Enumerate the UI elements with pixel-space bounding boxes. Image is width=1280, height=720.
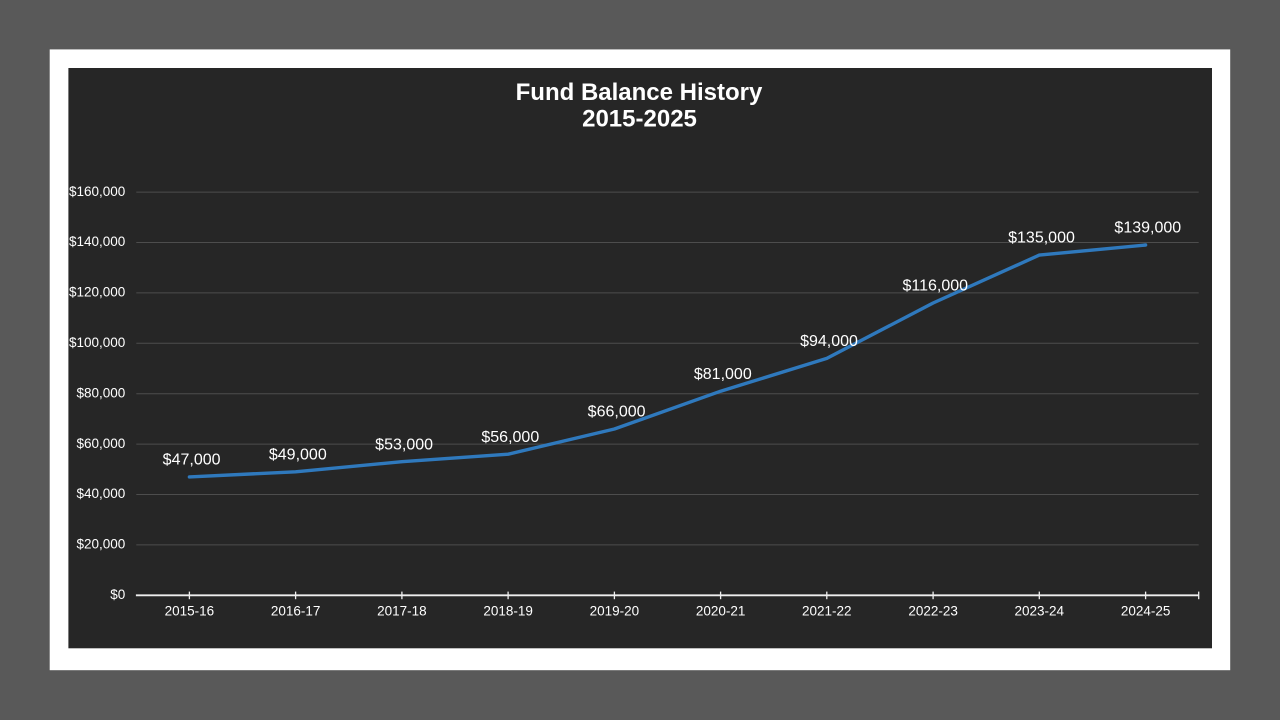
svg-text:2022-23: 2022-23	[908, 604, 958, 619]
svg-text:2016-17: 2016-17	[271, 604, 321, 619]
svg-text:$140,000: $140,000	[69, 234, 125, 249]
svg-text:2017-18: 2017-18	[377, 604, 427, 619]
svg-text:$60,000: $60,000	[76, 436, 125, 451]
svg-text:$0: $0	[110, 587, 125, 602]
svg-text:$81,000: $81,000	[694, 366, 752, 383]
svg-text:2023-24: 2023-24	[1015, 604, 1065, 619]
svg-text:2019-20: 2019-20	[590, 604, 640, 619]
svg-text:$135,000: $135,000	[1008, 230, 1075, 247]
svg-text:$116,000: $116,000	[903, 278, 969, 295]
svg-text:$94,000: $94,000	[800, 333, 858, 350]
svg-text:$66,000: $66,000	[588, 404, 646, 421]
svg-text:2020-21: 2020-21	[696, 604, 746, 619]
svg-text:$47,000: $47,000	[163, 452, 221, 469]
svg-text:2015-16: 2015-16	[165, 604, 215, 619]
svg-text:2018-19: 2018-19	[483, 604, 533, 619]
svg-text:$20,000: $20,000	[76, 537, 125, 552]
svg-text:$49,000: $49,000	[269, 446, 327, 463]
svg-text:$80,000: $80,000	[76, 385, 125, 400]
svg-text:$120,000: $120,000	[69, 285, 125, 300]
svg-text:$40,000: $40,000	[76, 486, 125, 501]
svg-text:$160,000: $160,000	[69, 184, 125, 199]
svg-text:2024-25: 2024-25	[1121, 604, 1171, 619]
svg-text:$53,000: $53,000	[375, 436, 433, 453]
svg-text:Fund Balance History: Fund Balance History	[516, 79, 763, 106]
svg-text:$56,000: $56,000	[481, 429, 539, 446]
svg-text:2021-22: 2021-22	[802, 604, 852, 619]
svg-text:2015-2025: 2015-2025	[582, 106, 697, 133]
svg-text:$139,000: $139,000	[1114, 220, 1181, 237]
svg-text:$100,000: $100,000	[69, 335, 125, 350]
